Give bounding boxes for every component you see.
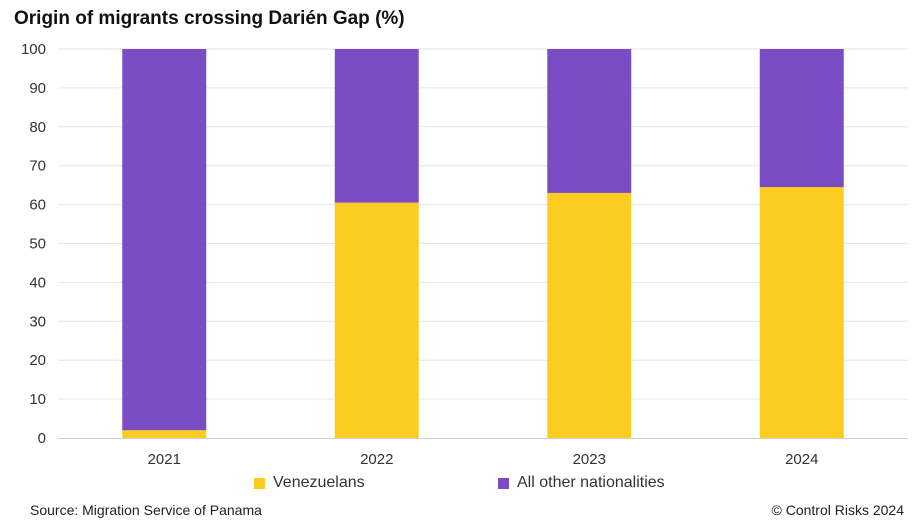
y-tick-label-60: 60: [29, 197, 46, 214]
legend-swatch-others: [498, 478, 509, 489]
legend-swatch-venezuelans: [254, 478, 265, 489]
stacked-bar-chart: 0 10 20 30 40 50 60 70 80 90 100 2021 2022 2023 2024: [0, 0, 918, 470]
x-tick-label-2023: 2023: [573, 451, 606, 468]
bar-venezuelans-2022: [335, 203, 419, 438]
source-note: Source: Migration Service of Panama: [30, 502, 262, 518]
y-tick-label-90: 90: [29, 80, 46, 97]
bar-venezuelans-2024: [760, 187, 844, 438]
legend-label-others: All other nationalities: [517, 474, 665, 492]
y-tick-label-10: 10: [29, 391, 46, 408]
y-tick-label-100: 100: [21, 41, 46, 58]
x-tick-label-2022: 2022: [360, 451, 393, 468]
legend-item-venezuelans: Venezuelans: [254, 474, 365, 492]
y-tick-label-70: 70: [29, 158, 46, 175]
copyright-note: © Control Risks 2024: [772, 502, 904, 518]
y-tick-label-40: 40: [29, 274, 46, 291]
bar-others-2024: [760, 49, 844, 187]
y-tick-label-80: 80: [29, 119, 46, 136]
bar-others-2021: [122, 49, 206, 430]
bar-others-2022: [335, 49, 419, 203]
y-tick-label-20: 20: [29, 352, 46, 369]
bar-venezuelans-2021: [122, 430, 206, 438]
legend-label-venezuelans: Venezuelans: [273, 474, 365, 492]
bar-venezuelans-2023: [547, 193, 631, 438]
x-tick-label-2021: 2021: [148, 451, 181, 468]
bar-others-2023: [547, 49, 631, 193]
legend-item-others: All other nationalities: [498, 474, 665, 492]
x-tick-label-2024: 2024: [785, 451, 818, 468]
y-tick-label-50: 50: [29, 236, 46, 253]
y-tick-label-0: 0: [38, 430, 46, 447]
legend: Venezuelans All other nationalities: [0, 474, 918, 494]
y-tick-label-30: 30: [29, 313, 46, 330]
